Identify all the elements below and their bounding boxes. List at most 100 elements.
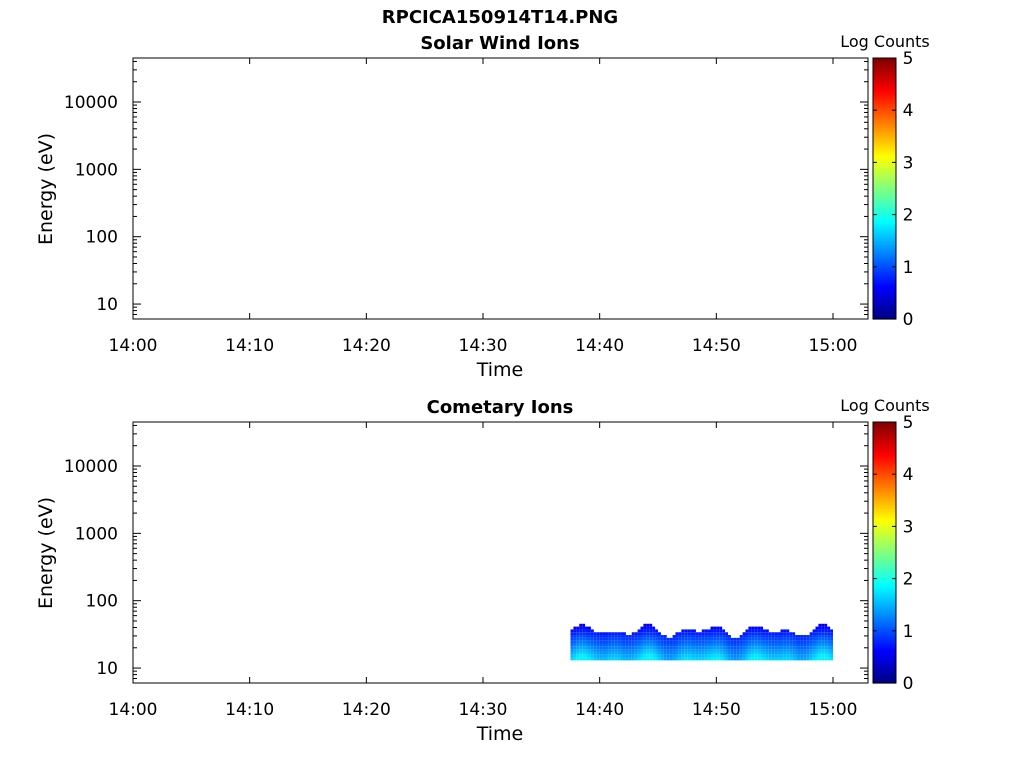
heatmap-cell — [713, 649, 717, 652]
heatmap-cell — [660, 651, 664, 655]
heatmap-cell — [830, 643, 833, 647]
heatmap-cell — [655, 649, 658, 652]
heatmap-cell — [576, 646, 580, 650]
heatmap-cell — [798, 654, 801, 658]
heatmap-cell — [625, 643, 629, 647]
heatmap-cell — [649, 635, 653, 638]
heatmap-cell — [713, 635, 717, 638]
heatmap-cell — [751, 654, 755, 658]
heatmap-cell — [707, 651, 711, 655]
heatmap-cell — [640, 649, 644, 652]
colorbar-segment — [873, 253, 896, 257]
heatmap-cell — [573, 651, 577, 655]
heatmap-cell — [593, 637, 597, 641]
heatmap-cell — [716, 646, 720, 650]
heatmap-cell — [690, 640, 693, 644]
heatmap-cell — [815, 632, 819, 636]
heatmap-cell — [602, 646, 606, 650]
solar-wind-panel: Solar Wind Ions 14:00 14:10 14:20 14:30 14:4… — [35, 32, 930, 381]
colorbar-segment — [873, 574, 896, 578]
heatmap-cell — [687, 632, 691, 636]
heatmap-cell — [725, 654, 728, 658]
heatmap-cell — [693, 632, 696, 636]
heatmap-cell — [655, 637, 658, 641]
heatmap-cell — [733, 654, 737, 658]
heatmap-cell — [719, 646, 723, 650]
colorbar-segment — [873, 602, 896, 606]
colorbar-segment — [873, 84, 896, 87]
heatmap-cell — [830, 640, 833, 644]
heatmap-cell — [716, 649, 720, 652]
heatmap-cell — [809, 654, 813, 658]
heatmap-cell — [611, 649, 615, 652]
heatmap-cell — [588, 635, 591, 638]
heatmap-cell — [631, 649, 635, 652]
heatmap-cell — [623, 646, 626, 650]
heatmap-cell — [757, 657, 761, 661]
colorbar-segment — [873, 134, 896, 137]
heatmap-cell — [780, 637, 784, 641]
heatmap-cell — [777, 635, 781, 638]
heatmap-cell — [602, 657, 606, 661]
colorbar-segment — [873, 212, 896, 216]
heatmap-cell — [719, 629, 723, 633]
heatmap-cell — [585, 640, 588, 644]
heatmap-cell — [608, 643, 612, 647]
heatmap-cell — [582, 643, 586, 647]
heatmap-cell — [570, 640, 574, 644]
x-tick-label: 14:20 — [342, 336, 391, 356]
heatmap-cell — [716, 632, 720, 636]
heatmap-cell — [643, 623, 647, 627]
panel-title: Cometary Ions — [427, 397, 574, 418]
colorbar-segment — [873, 121, 896, 124]
heatmap-cell — [634, 654, 638, 658]
heatmap-cell — [573, 657, 577, 661]
heatmap-cell — [722, 635, 726, 638]
heatmap-cell — [646, 632, 650, 636]
y-tick-label: 1000 — [75, 160, 118, 180]
heatmap-cell — [617, 632, 621, 636]
heatmap-cell — [631, 651, 635, 655]
page-title: RPCICA150914T14.PNG — [381, 7, 619, 28]
heatmap-cell — [593, 632, 597, 636]
colorbar-segment — [873, 282, 896, 285]
colorbar-segment — [873, 587, 896, 591]
heatmap-cell — [687, 643, 691, 647]
heatmap-cell — [795, 637, 798, 641]
colorbar-segment — [873, 500, 896, 504]
heatmap-cell — [722, 651, 726, 655]
heatmap-cell — [824, 640, 828, 644]
heatmap-cell — [757, 632, 761, 636]
colorbar-segment — [873, 195, 896, 198]
heatmap-cell — [634, 651, 638, 655]
heatmap-cell — [765, 629, 769, 633]
heatmap-cell — [695, 637, 699, 641]
heatmap-cell — [719, 657, 723, 661]
heatmap-cell — [716, 651, 720, 655]
heatmap-cell — [713, 651, 717, 655]
heatmap-cell — [634, 637, 638, 641]
heatmap-cell — [824, 623, 828, 627]
heatmap-cell — [588, 646, 591, 650]
heatmap-cell — [827, 640, 831, 644]
colorbar-tick-label: 4 — [903, 465, 914, 485]
heatmap-cell — [585, 637, 588, 641]
heatmap-cell — [579, 651, 583, 655]
heatmap-cell — [774, 651, 778, 655]
heatmap-cell — [623, 643, 626, 647]
heatmap-cell — [596, 649, 600, 652]
heatmap-cell — [777, 651, 781, 655]
colorbar-segment — [873, 90, 896, 94]
heatmap-cell — [643, 640, 647, 644]
x-tick-label: 14:10 — [225, 336, 274, 356]
x-tick-label: 14:30 — [459, 336, 508, 356]
colorbar-segment — [873, 600, 896, 604]
heatmap-cell — [818, 643, 822, 647]
heatmap-cell — [643, 651, 647, 655]
colorbar-segment — [873, 498, 896, 501]
colorbar-segment — [873, 79, 896, 83]
colorbar-segment — [873, 435, 896, 438]
colorbar-segment — [873, 71, 896, 74]
heatmap-cell — [611, 632, 615, 636]
colorbar-segment — [873, 565, 896, 569]
